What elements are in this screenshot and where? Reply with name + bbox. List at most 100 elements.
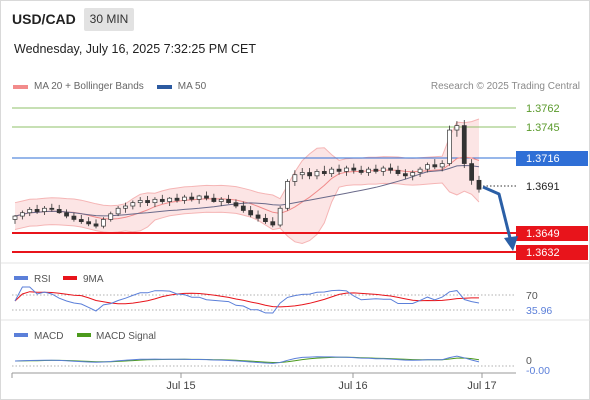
macd-level-label: 0 <box>526 355 532 367</box>
candle-body <box>86 221 92 225</box>
candle-body <box>167 197 173 202</box>
ma50-line <box>14 164 480 217</box>
candle-body <box>34 209 40 212</box>
candle-body <box>226 198 231 204</box>
candle-body <box>476 179 482 190</box>
candle-body <box>145 200 150 204</box>
candle-body <box>336 168 342 172</box>
rsi-line <box>14 286 480 314</box>
candle-body <box>432 164 438 168</box>
candle-body <box>56 209 62 214</box>
candle-body <box>255 214 261 219</box>
resistance-label-1: 1.3762 <box>526 103 560 115</box>
candle-body <box>108 213 114 220</box>
legend-label-ma20: MA 20 + Bollinger Bands <box>34 81 144 92</box>
legend-item-ma20: MA 20 + Bollinger Bands <box>13 81 144 92</box>
candle-body <box>233 202 239 207</box>
rsi-legend-label: RSI <box>34 274 51 285</box>
candle-body <box>447 129 452 164</box>
candle-body <box>204 195 209 199</box>
support-label-1: 1.3649 <box>526 228 560 240</box>
candle-body <box>19 212 25 217</box>
candle-body <box>417 168 423 173</box>
timeframe-button[interactable]: 30 MIN <box>84 8 134 31</box>
resistance-label-2: 1.3745 <box>526 122 560 134</box>
support-label-box-2 <box>516 245 588 260</box>
candle-body <box>270 221 276 226</box>
rsi-legend-swatch <box>14 276 28 280</box>
rsi-value-label: 35.96 <box>526 305 552 317</box>
legend-label-ma50: MA 50 <box>177 81 207 92</box>
rsi-level-label: 70 <box>526 290 538 302</box>
candle-body <box>351 167 357 171</box>
candle-body <box>277 207 283 226</box>
pivot-label: 1.3716 <box>526 153 560 165</box>
support-label-2: 1.3632 <box>526 247 560 259</box>
candle-body <box>137 200 143 204</box>
macd-signal-legend-swatch <box>77 333 91 337</box>
candle-body <box>285 181 290 209</box>
chart-header: USD/CAD 30 MIN Wednesday, July 16, 2025 … <box>1 1 590 71</box>
candle-body <box>366 168 371 173</box>
candle-body <box>42 207 47 212</box>
macd-signal-legend-label: MACD Signal <box>96 331 156 342</box>
macd-line <box>14 355 480 364</box>
legend-item-ma50: MA 50 <box>156 81 207 92</box>
current-price-label: 1.3691 <box>526 181 560 193</box>
candle-body <box>130 202 136 207</box>
candle-body <box>101 219 106 227</box>
legend-swatch-ma50 <box>156 84 172 89</box>
candle-body <box>395 169 401 174</box>
symbol-title[interactable]: USD/CAD <box>12 11 76 27</box>
candle-body <box>307 172 312 177</box>
bollinger-lower <box>14 182 480 245</box>
support-label-box-1 <box>516 226 588 241</box>
candle-body <box>159 198 165 202</box>
candle-body <box>469 163 475 181</box>
candle-body <box>196 195 202 200</box>
candle-body <box>93 223 99 227</box>
candle-body <box>388 167 393 171</box>
candle-body <box>64 212 69 217</box>
candle-body <box>182 196 187 201</box>
macd-value-label: -0.00 <box>526 365 550 377</box>
candle-body <box>248 210 254 216</box>
candle-body <box>321 171 327 174</box>
candle-body <box>292 174 298 182</box>
candle-body <box>152 198 158 204</box>
candle-body <box>71 215 77 220</box>
candle-body <box>218 198 224 202</box>
candle-body <box>115 207 121 215</box>
candle-body <box>329 168 335 174</box>
candle-body <box>123 205 128 209</box>
x-axis-label-jul15: Jul 15 <box>166 380 195 392</box>
timestamp: Wednesday, July 16, 2025 7:32:25 PM CET <box>14 42 257 56</box>
candle-body <box>461 125 467 164</box>
candle-body <box>344 167 349 172</box>
candle-body <box>78 219 84 223</box>
candle-body <box>439 163 445 168</box>
candle-body <box>299 172 305 176</box>
x-axis-label-jul17: Jul 17 <box>467 380 496 392</box>
forecast-arrow <box>482 185 513 243</box>
legend-swatch-ma20 <box>13 84 28 89</box>
candlestick-series <box>12 119 482 229</box>
candle-body <box>373 168 379 172</box>
chart-legend: MA 20 + Bollinger Bands MA 50 <box>13 81 219 92</box>
forecast-arrowhead <box>504 236 518 251</box>
x-axis-label-jul16: Jul 16 <box>338 380 367 392</box>
candle-body <box>49 207 55 210</box>
credit-text: Research © 2025 Trading Central <box>430 81 580 92</box>
candle-body <box>12 215 18 220</box>
candle-body <box>314 171 320 177</box>
candle-body <box>263 217 268 223</box>
candle-body <box>454 125 460 131</box>
rsi-ma-line <box>14 291 479 308</box>
candle-body <box>380 167 386 172</box>
candle-body <box>425 164 430 170</box>
rsi-ma-legend-label: 9MA <box>83 274 104 285</box>
rsi-ma-legend-swatch <box>63 276 77 280</box>
bollinger-band <box>15 119 479 244</box>
